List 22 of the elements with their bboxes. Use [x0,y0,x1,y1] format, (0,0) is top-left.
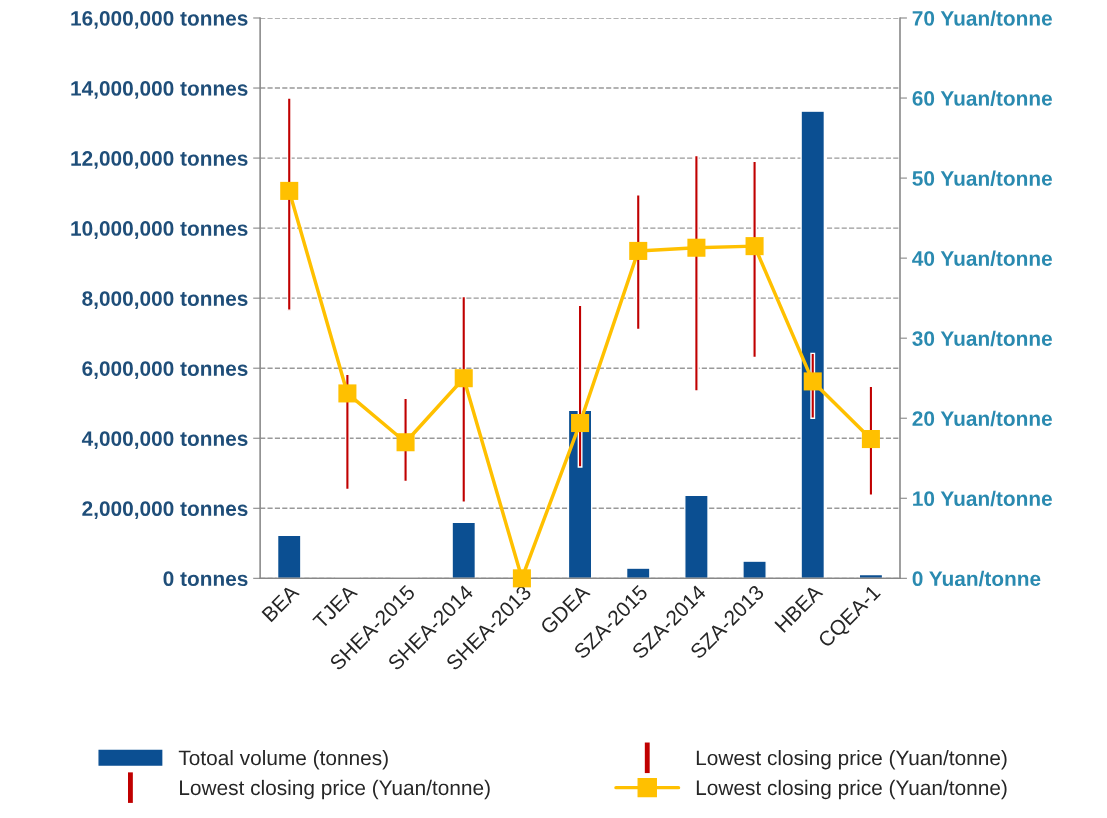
y-tick-label: 14,000,000 tonnes [71,81,248,99]
y2-tick-label: 60 Yuan/tonne [912,90,1052,107]
y-tick-label: 8,000,000 tonnes [82,291,248,309]
y2-tick-label: 20 Yuan/tonne [912,410,1052,427]
y2-tick-label: 0 Yuan/tonne [912,570,1041,587]
y-tick-label: 4,000,000 tonnes [81,431,248,450]
y2-tick-label: 40 Yuan/tonne [912,250,1052,267]
y-tick-label: 6,000,000 tonnes [82,361,248,379]
y-tick-label: 16,000,000 tonnes [71,11,248,29]
legend-label: Totoal volume (tonnes) [178,749,388,770]
y-tick-label: 12,000,000 tonnes [71,151,248,169]
legend-label: Lowest closing price (Yuan/tonne) [180,779,490,800]
y-tick-label: 10,000,000 tonnes [71,221,248,239]
y2-tick-label: 10 Yuan/tonne [913,490,1052,507]
legend-label: Lowest closing price (Yuan/tonne) [696,779,1007,800]
y-tick-label: 2,000,000 tonnes [82,501,248,520]
y-tick-label: 0 tonnes [163,571,248,587]
x-tick-label: BEA [261,583,300,623]
y2-tick-label: 70 Yuan/tonne [912,10,1052,26]
y2-tick-label: 30 Yuan/tonne [912,330,1052,347]
text: Lowest closing price (Yuan/tonne) [696,749,1007,770]
y2-tick-label: 50 Yuan/tonne [912,170,1052,187]
